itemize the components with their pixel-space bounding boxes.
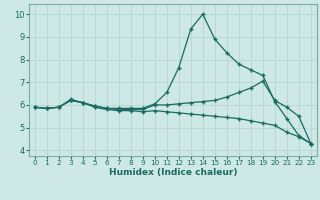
X-axis label: Humidex (Indice chaleur): Humidex (Indice chaleur) [108,168,237,177]
